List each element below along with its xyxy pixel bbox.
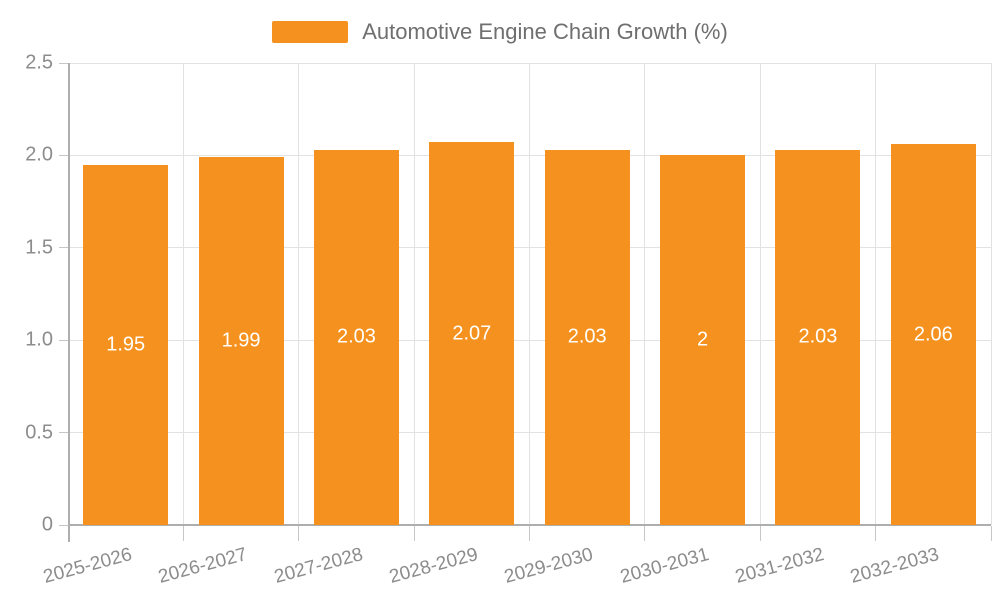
bar[interactable] [198, 157, 284, 525]
x-tick [413, 526, 415, 541]
x-axis-label: 2025-2026 [40, 544, 135, 588]
y-tick-label: 0.5 [25, 421, 53, 444]
legend: Automotive Engine Chain Growth (%) [0, 19, 1000, 45]
y-tick-label: 2.0 [25, 143, 53, 166]
v-gridline [644, 63, 646, 525]
y-tick-label: 1.0 [25, 328, 53, 351]
bar[interactable] [544, 149, 630, 525]
y-tick [59, 247, 68, 249]
bar[interactable] [660, 155, 746, 525]
x-tick [298, 526, 300, 541]
v-gridline [182, 63, 184, 525]
v-gridline [875, 63, 877, 525]
v-gridline [990, 63, 992, 525]
x-tick [182, 526, 184, 541]
bar-value-label: 1.95 [106, 333, 146, 356]
x-axis-label: 2028-2029 [387, 544, 481, 588]
bar[interactable] [313, 149, 399, 525]
bar-value-label: 2 [697, 328, 709, 351]
legend-label: Automotive Engine Chain Growth (%) [362, 19, 728, 44]
bar[interactable] [429, 142, 515, 525]
bar-value-label: 2.03 [336, 325, 376, 348]
legend-item[interactable]: Automotive Engine Chain Growth (%) [272, 19, 728, 45]
y-tick [59, 154, 68, 156]
bar[interactable] [890, 144, 976, 525]
bar-value-label: 2.03 [798, 325, 838, 348]
x-axis-line [68, 524, 991, 526]
v-gridline [759, 63, 761, 525]
x-axis-label: 2030-2031 [617, 544, 711, 588]
y-tick [59, 524, 68, 526]
y-tick [59, 339, 68, 341]
y-tick [59, 62, 68, 64]
x-axis-label: 2032-2033 [848, 544, 942, 588]
x-tick [759, 526, 761, 541]
bar-value-label: 2.07 [452, 322, 492, 345]
v-gridline [529, 63, 530, 525]
legend-swatch [272, 21, 349, 43]
x-tick [990, 526, 992, 541]
x-tick [875, 526, 877, 541]
x-axis-label: 2027-2028 [271, 544, 365, 588]
x-axis-label: 2026-2027 [156, 544, 250, 588]
bar[interactable] [83, 164, 169, 525]
v-gridline [413, 63, 415, 525]
bar-value-label: 2.06 [913, 323, 953, 346]
v-gridline [298, 63, 300, 525]
x-tick [644, 526, 646, 541]
bar[interactable] [775, 149, 861, 525]
y-tick [59, 432, 68, 434]
y-axis-line [68, 63, 70, 542]
bar-value-label: 1.99 [221, 329, 261, 352]
x-axis-label: 2031-2032 [733, 544, 827, 588]
y-tick-label: 0 [41, 513, 53, 536]
y-tick-label: 2.5 [25, 51, 53, 74]
bar-value-label: 2.03 [567, 325, 607, 348]
x-tick [529, 526, 530, 541]
y-tick-label: 1.5 [25, 236, 53, 259]
x-axis-label: 2029-2030 [502, 544, 596, 588]
